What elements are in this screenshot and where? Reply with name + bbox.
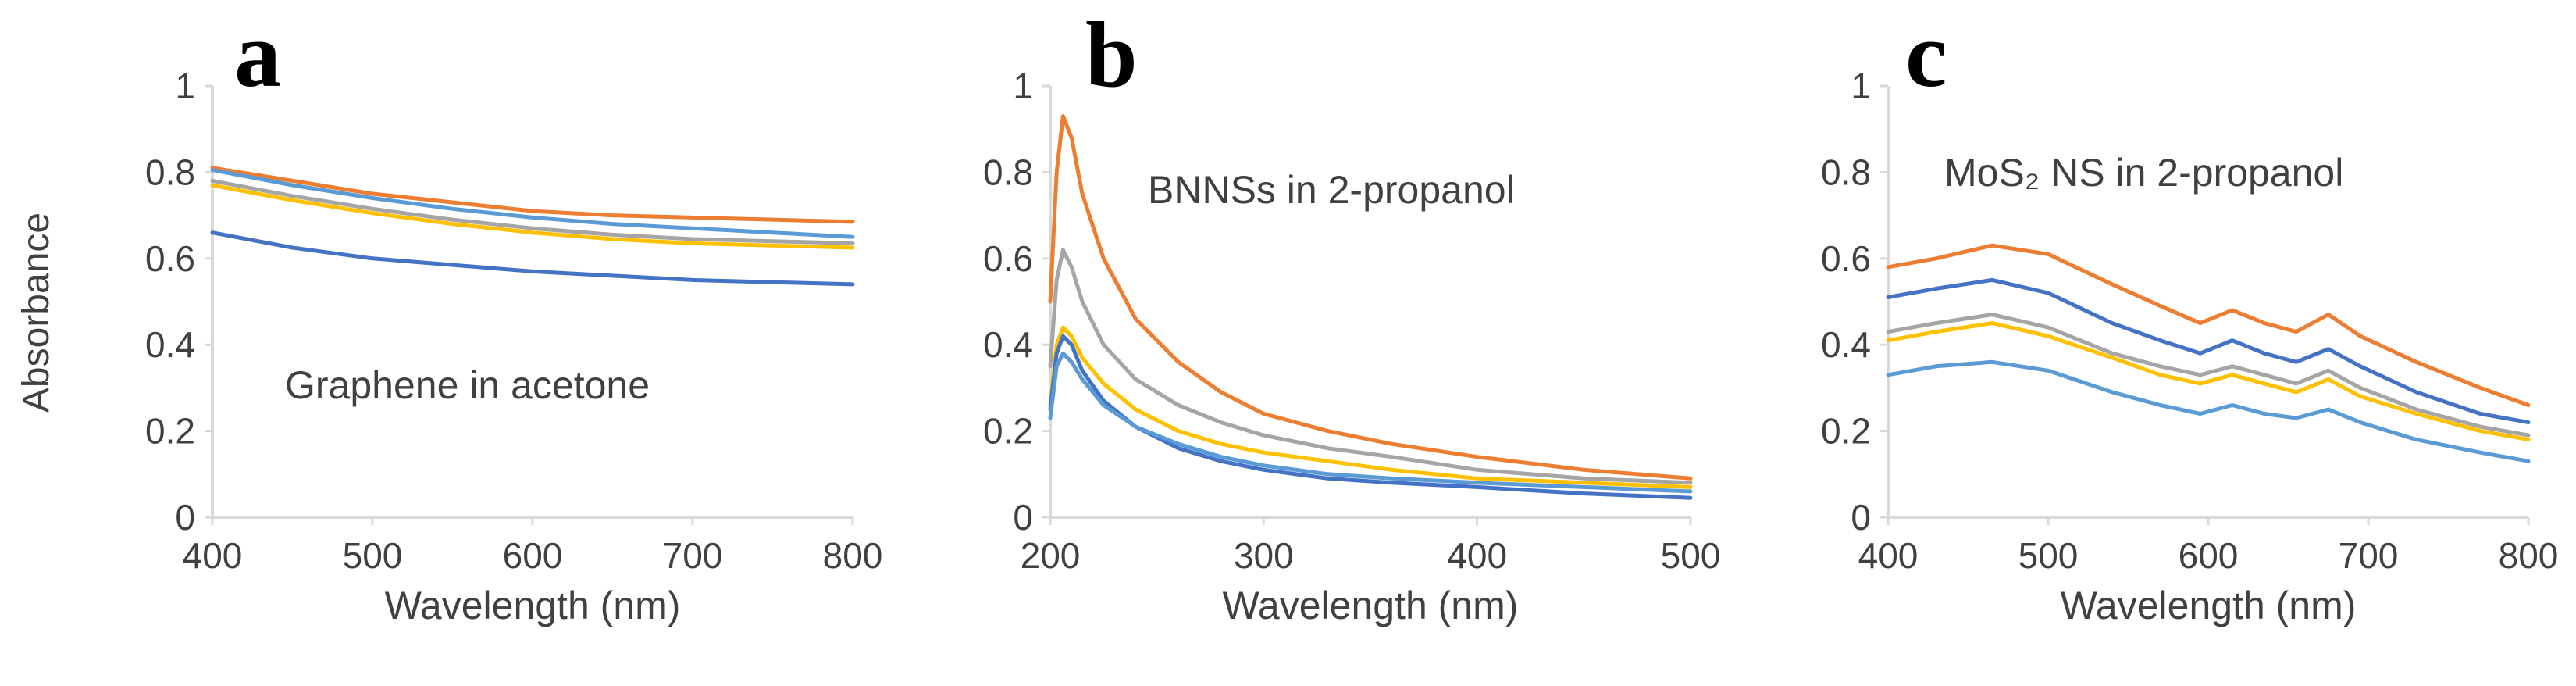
- x-tick-label: 400: [183, 535, 243, 576]
- x-tick-label: 300: [1234, 535, 1294, 576]
- y-tick-label: 1: [1013, 66, 1033, 106]
- y-tick-label: 0.6: [145, 238, 195, 279]
- y-tick-label: 0.2: [145, 411, 195, 452]
- panel-letter: b: [1085, 2, 1138, 106]
- y-tick-label: 1: [175, 66, 195, 106]
- series-line-light-blue: [1886, 359, 2531, 463]
- y-tick-label: 0: [1013, 497, 1033, 538]
- series-line-yellow: [1048, 325, 1693, 489]
- series-line-light-blue: [1048, 351, 1693, 494]
- y-tick-label: 0.8: [1821, 152, 1871, 192]
- panel-b: 0 0.2 0.4 0.6 0.8 1 200 300 400 500 Wavelength (nm…: [983, 2, 1720, 627]
- series-line-gray: [210, 178, 855, 245]
- y-tick-label: 0.2: [1821, 411, 1871, 452]
- series-line-blue: [1886, 277, 2531, 425]
- series-line-light-blue: [210, 168, 855, 239]
- panel-letter: c: [1905, 2, 1947, 106]
- y-tick-label: 0.6: [983, 238, 1033, 279]
- y-tick-label: 0.4: [1821, 324, 1871, 365]
- y-tick-label: 0.4: [145, 324, 195, 365]
- panels: 0 0.2 0.4 0.6 0.8 1 400 500 600 700 800 Wavelength …: [145, 2, 2558, 627]
- x-axis-label: Wavelength (nm): [385, 584, 681, 627]
- series-line-yellow: [210, 183, 855, 250]
- panel-a: 0 0.2 0.4 0.6 0.8 1 400 500 600 700 800 Wavelength …: [145, 2, 882, 627]
- y-axis-label: Absorbance: [16, 213, 57, 413]
- x-tick-label: 400: [1447, 535, 1507, 576]
- series-line-orange: [210, 166, 855, 224]
- series-line-orange: [1886, 243, 2531, 407]
- x-tick-label: 500: [1661, 535, 1721, 576]
- x-tick-label: 600: [503, 535, 563, 576]
- panel-letter: a: [234, 2, 281, 106]
- x-tick-label: 700: [2339, 535, 2399, 576]
- y-tick-label: 1: [1851, 66, 1871, 106]
- y-tick-label: 0.8: [983, 152, 1033, 192]
- series-line-gray: [1886, 313, 2531, 438]
- y-tick-label: 0.8: [145, 152, 195, 192]
- x-tick-label: 400: [1858, 535, 1919, 576]
- series-line-blue: [1048, 334, 1693, 500]
- panel-c: 0 0.2 0.4 0.6 0.8 1 400 500 600 700 800 Wavelength …: [1821, 2, 2558, 627]
- x-tick-label: 500: [343, 535, 403, 576]
- series-line-orange: [1048, 114, 1693, 481]
- panel-annotation: Graphene in acetone: [285, 363, 650, 407]
- x-tick-label: 800: [2499, 535, 2559, 576]
- x-tick-label: 700: [663, 535, 723, 576]
- y-tick-label: 0.4: [983, 324, 1033, 365]
- series-line-blue: [210, 230, 855, 287]
- y-tick-label: 0: [175, 497, 195, 538]
- x-tick-label: 200: [1021, 535, 1081, 576]
- x-tick-label: 500: [2018, 535, 2079, 576]
- x-axis-label: Wavelength (nm): [2061, 584, 2357, 627]
- x-tick-label: 800: [823, 535, 883, 576]
- x-axis-label: Wavelength (nm): [1223, 584, 1519, 627]
- y-tick-label: 0: [1851, 497, 1871, 538]
- series-line-gray: [1048, 248, 1693, 485]
- y-tick-label: 0.2: [983, 411, 1033, 452]
- panel-annotation: MoS₂ NS in 2-propanol: [1944, 151, 2343, 195]
- x-tick-label: 600: [2179, 535, 2239, 576]
- y-tick-label: 0.6: [1821, 238, 1871, 279]
- panel-annotation: BNNSs in 2-propanol: [1148, 168, 1515, 212]
- series-line-yellow: [1886, 321, 2531, 442]
